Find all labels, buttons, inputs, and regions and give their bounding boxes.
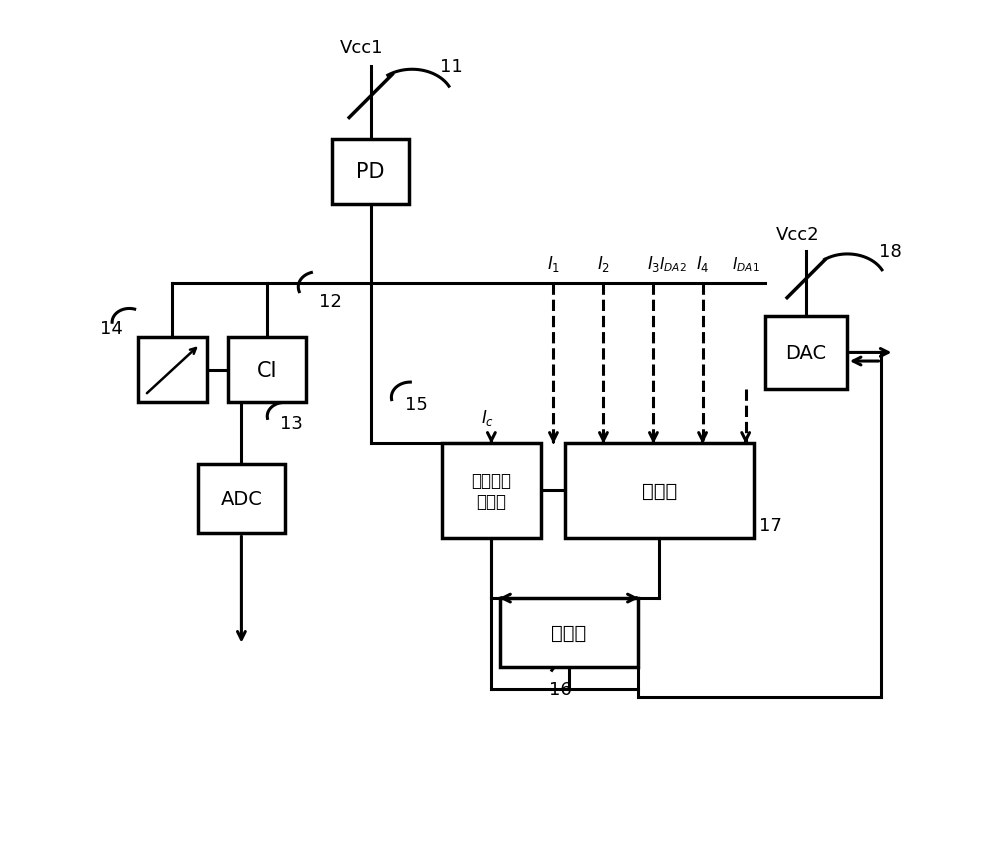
Text: 加法器: 加法器 — [642, 481, 677, 500]
Bar — [765, 317, 847, 389]
Text: $I_4$: $I_4$ — [696, 254, 709, 274]
Text: 12: 12 — [319, 293, 342, 311]
Text: 11: 11 — [440, 58, 462, 76]
Text: 比较器: 比较器 — [551, 623, 587, 642]
Text: $I_1$: $I_1$ — [547, 254, 560, 274]
Text: 15: 15 — [405, 396, 428, 413]
Bar — [138, 338, 207, 403]
Text: CI: CI — [257, 360, 278, 381]
Text: $I_2$: $I_2$ — [597, 254, 610, 274]
Text: $I_c$: $I_c$ — [481, 408, 494, 428]
Bar — [332, 140, 409, 205]
Text: PD: PD — [356, 162, 385, 183]
Text: 14: 14 — [100, 320, 122, 338]
Text: 18: 18 — [879, 243, 902, 261]
Text: $I_{DA1}$: $I_{DA1}$ — [732, 255, 760, 274]
Bar — [442, 443, 541, 538]
Bar — [198, 465, 285, 534]
Bar — [228, 338, 306, 403]
Text: 第一电流
放大器: 第一电流 放大器 — [471, 471, 511, 511]
Bar — [565, 443, 754, 538]
Text: Vcc2: Vcc2 — [776, 226, 819, 244]
Text: $I_{DA2}$: $I_{DA2}$ — [659, 255, 686, 274]
Text: ADC: ADC — [220, 490, 262, 509]
Text: $I_3$: $I_3$ — [647, 254, 660, 274]
Text: DAC: DAC — [785, 344, 827, 362]
Text: 16: 16 — [549, 680, 572, 698]
Text: 13: 13 — [280, 415, 303, 432]
Bar — [500, 598, 638, 667]
Text: 17: 17 — [759, 517, 781, 534]
Text: Vcc1: Vcc1 — [340, 40, 384, 58]
